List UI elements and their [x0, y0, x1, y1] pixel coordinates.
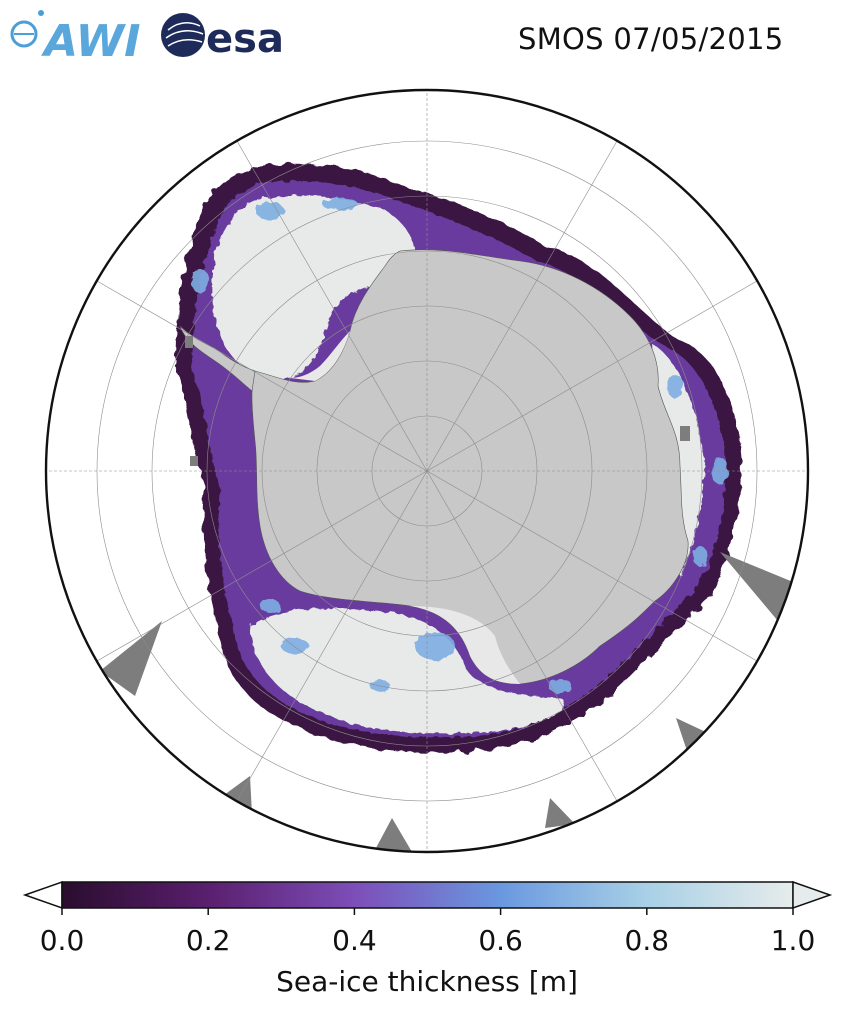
awi-logo: AWI: [10, 10, 141, 67]
colorbar: 0.0 0.2 0.4 0.6 0.8 1.0 Sea-ice thickness [m]: [22, 880, 833, 998]
esa-logo-text: esa: [206, 16, 284, 62]
colorbar-tick-label: 0.4: [332, 924, 377, 957]
ross-ice-shelf: [410, 606, 520, 684]
colorbar-extend-min: [22, 880, 63, 910]
map-boundary: [44, 88, 810, 854]
logo-bar: AWI esa: [10, 10, 284, 67]
colorbar-tick-label: 0.2: [186, 924, 231, 957]
colorbar-tick-label: 0.6: [478, 924, 523, 957]
colorbar-tick-label: 0.0: [40, 924, 85, 957]
colorbar-gradient: [61, 881, 794, 909]
colorbar-label: Sea-ice thickness [m]: [276, 965, 578, 998]
colorbar-tick-label: 0.8: [625, 924, 670, 957]
sea-ice-thick-interior: [250, 608, 566, 734]
awi-globe-icon: [10, 20, 38, 48]
esa-globe-icon: [161, 13, 205, 57]
colorbar-extend-max: [792, 880, 833, 910]
map-title: SMOS 07/05/2015: [518, 22, 784, 56]
star-icon: [38, 10, 44, 16]
sea-ice-thick-interior: [211, 195, 415, 381]
no-data-regions: [100, 336, 798, 852]
sea-ice-map: [44, 88, 810, 854]
graticule-meridians: [46, 90, 808, 852]
esa-logo: esa: [161, 13, 284, 62]
colorbar-tick-label: 1.0: [771, 924, 816, 957]
colorbar-ticks: 0.0 0.2 0.4 0.6 0.8 1.0: [40, 908, 816, 957]
antarctic-peninsula: [179, 325, 256, 392]
awi-logo-text: AWI: [41, 16, 141, 67]
graticule-parallels: [96, 140, 758, 802]
ronne-ice-shelf: [290, 331, 350, 381]
